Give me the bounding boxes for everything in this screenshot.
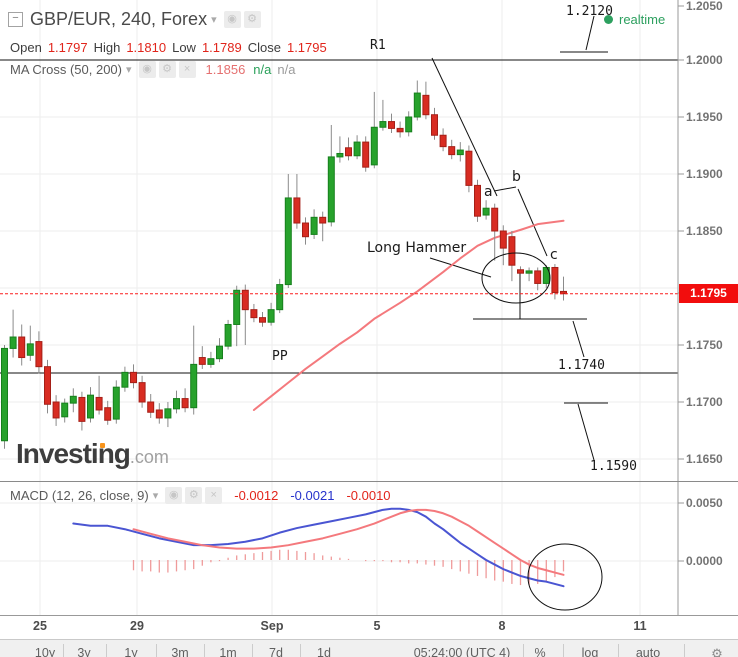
macd-line — [72, 507, 565, 588]
r1-label: R1 — [370, 38, 386, 53]
macd-indicator-row: MACD (12, 26, close, 9) ▾ ◉ ⚙ × -0.0012 … — [10, 487, 391, 504]
time-axis[interactable]: 25 29 Sep 5 8 11 — [0, 616, 738, 638]
range-button-1d[interactable]: 1d — [317, 646, 331, 657]
pp-label: PP — [272, 349, 288, 364]
chevron-down-icon[interactable]: ▾ — [152, 490, 159, 502]
eye-icon[interactable]: ◉ — [138, 61, 156, 78]
ma-na-2: n/a — [277, 62, 296, 77]
time-tick: 8 — [498, 619, 506, 633]
time-tick: 29 — [130, 619, 144, 633]
target-level-mid[interactable]: 1.1740 — [558, 358, 605, 373]
symbol-header: − GBP/EUR, 240, Forex ▾ ◉ ⚙ — [8, 8, 261, 30]
range-button-3m[interactable]: 3m — [171, 646, 189, 657]
ma-cross-indicator-row: MA Cross (50, 200) ▾ ◉ ⚙ × 1.1856 n/a n/… — [10, 61, 295, 78]
candle-wicks — [4, 80, 564, 449]
gear-icon[interactable]: ⚙ — [185, 487, 203, 504]
bottom-toolbar: 10y 3y 1y 3m 1m 7d 1d 05:24:00 (UTC 4) %… — [0, 639, 738, 657]
gear-icon[interactable]: ⚙ — [243, 10, 261, 28]
time-tick: 5 — [373, 619, 381, 633]
symbol-title[interactable]: GBP/EUR, 240, Forex — [30, 8, 208, 29]
log-scale-button[interactable]: log — [581, 646, 599, 657]
target-level-low[interactable]: 1.1590 — [590, 459, 637, 474]
close-label: Close — [247, 40, 281, 55]
realtime-label: realtime — [619, 12, 666, 27]
long-hammer-label[interactable]: Long Hammer — [367, 240, 467, 256]
range-button-1m[interactable]: 1m — [219, 646, 237, 657]
percent-scale-button[interactable]: % — [534, 646, 546, 657]
candle-bodies — [1, 92, 567, 442]
close-icon[interactable]: × — [178, 61, 196, 78]
price-tick: 1.1750 — [686, 338, 723, 352]
drawings — [429, 15, 608, 461]
time-tick: 25 — [33, 619, 47, 633]
wave-b-label[interactable]: b — [512, 169, 521, 185]
close-value: 1.1795 — [286, 40, 327, 55]
settings-gear-icon[interactable]: ⚙ — [711, 646, 723, 657]
high-label: High — [93, 40, 121, 55]
macd-signal-value: -0.0010 — [346, 488, 391, 503]
open-value: 1.1797 — [47, 40, 88, 55]
wave-a-label[interactable]: a — [484, 184, 493, 200]
ma-cross-label[interactable]: MA Cross (50, 200) — [10, 62, 122, 77]
ohlc-readout: Open 1.1797 High 1.1810 Low 1.1789 Close… — [10, 40, 333, 55]
price-tick: 1.1950 — [686, 110, 723, 124]
macd-signal-line — [132, 508, 565, 576]
clock-readout: 05:24:00 (UTC 4) — [413, 646, 511, 657]
logo-tld: .com — [129, 447, 169, 467]
time-tick: 11 — [633, 619, 647, 633]
logo-orange-dot-icon — [100, 443, 105, 448]
macd-label[interactable]: MACD (12, 26, close, 9) — [10, 488, 149, 503]
macd-axis-tick: 0.0000 — [686, 554, 723, 568]
eye-icon[interactable]: ◉ — [223, 10, 241, 28]
price-tick: 1.2050 — [686, 0, 723, 13]
range-button-3y[interactable]: 3y — [77, 646, 91, 657]
range-button-7d[interactable]: 7d — [269, 646, 283, 657]
wave-c-label[interactable]: c — [550, 247, 558, 263]
ma-value: 1.1856 — [205, 62, 246, 77]
macd-line-value: -0.0021 — [290, 488, 335, 503]
frame — [0, 0, 738, 637]
low-value: 1.1789 — [201, 40, 242, 55]
range-button-1y[interactable]: 1y — [124, 646, 138, 657]
open-label: Open — [10, 40, 42, 55]
low-label: Low — [172, 40, 196, 55]
target-level-high[interactable]: 1.2120 — [566, 4, 613, 19]
macd-axis-tick: 0.0050 — [686, 496, 723, 510]
realtime-dot-icon — [604, 15, 613, 24]
chevron-down-icon[interactable]: ▾ — [126, 64, 132, 76]
gear-icon[interactable]: ⚙ — [158, 61, 176, 78]
auto-scale-button[interactable]: auto — [635, 646, 661, 657]
gridlines — [0, 0, 678, 615]
eye-icon[interactable]: ◉ — [165, 487, 183, 504]
time-tick: Sep — [260, 619, 284, 633]
collapse-icon[interactable]: − — [8, 11, 23, 27]
logo-text: Investing — [16, 438, 131, 469]
pivot-lines — [0, 59, 678, 374]
price-tick: 1.1850 — [686, 224, 723, 238]
chevron-down-icon[interactable]: ▾ — [211, 13, 217, 26]
investing-logo: Investing.com — [16, 438, 169, 470]
macd-histogram — [132, 549, 565, 586]
high-value: 1.1810 — [126, 40, 167, 55]
ma-na-1: n/a — [253, 62, 272, 77]
close-icon[interactable]: × — [205, 487, 223, 504]
price-tick: 1.1900 — [686, 167, 723, 181]
range-button-10y[interactable]: 10y — [34, 646, 56, 657]
price-tick: 1.2000 — [686, 53, 723, 67]
price-tick: 1.1650 — [686, 452, 723, 466]
realtime-indicator: realtime — [604, 12, 665, 27]
annotation-circles — [481, 252, 603, 611]
last-price-badge: 1.1795 — [679, 284, 738, 303]
price-tick: 1.1700 — [686, 395, 723, 409]
macd-histogram-value: -0.0012 — [234, 488, 279, 503]
